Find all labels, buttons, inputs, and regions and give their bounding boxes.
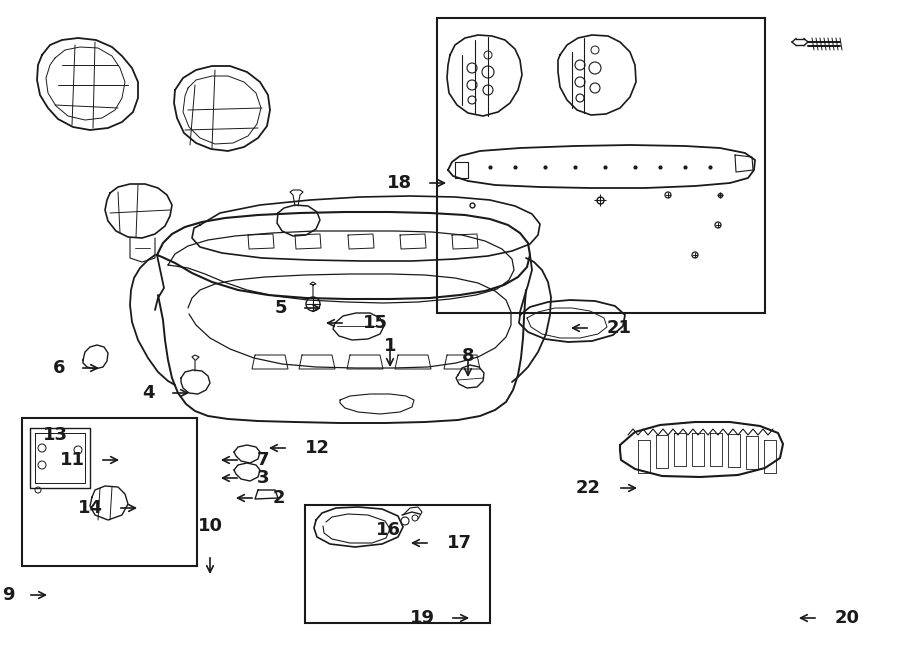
Text: 1: 1 [383,337,396,355]
Text: 13: 13 [42,426,68,444]
Text: 20: 20 [835,609,860,627]
Text: 8: 8 [462,347,474,365]
Text: 10: 10 [197,517,222,535]
Text: 16: 16 [375,521,401,539]
Text: 22: 22 [576,479,601,497]
Text: 2: 2 [273,489,285,507]
Text: 18: 18 [387,174,412,192]
Text: 5: 5 [274,299,287,317]
Bar [305,505,490,623]
Text: 12: 12 [305,439,330,457]
Text: 6: 6 [52,359,65,377]
Bar [437,18,765,313]
Text: 4: 4 [142,384,155,402]
Text: 7: 7 [257,451,269,469]
Text: 11: 11 [60,451,85,469]
Text: 9: 9 [3,586,15,604]
Text: 3: 3 [257,469,269,487]
Text: 21: 21 [607,319,632,337]
Bar [22,418,197,566]
Text: 19: 19 [410,609,435,627]
Text: 17: 17 [447,534,472,552]
Text: 15: 15 [363,314,388,332]
Text: 14: 14 [78,499,103,517]
